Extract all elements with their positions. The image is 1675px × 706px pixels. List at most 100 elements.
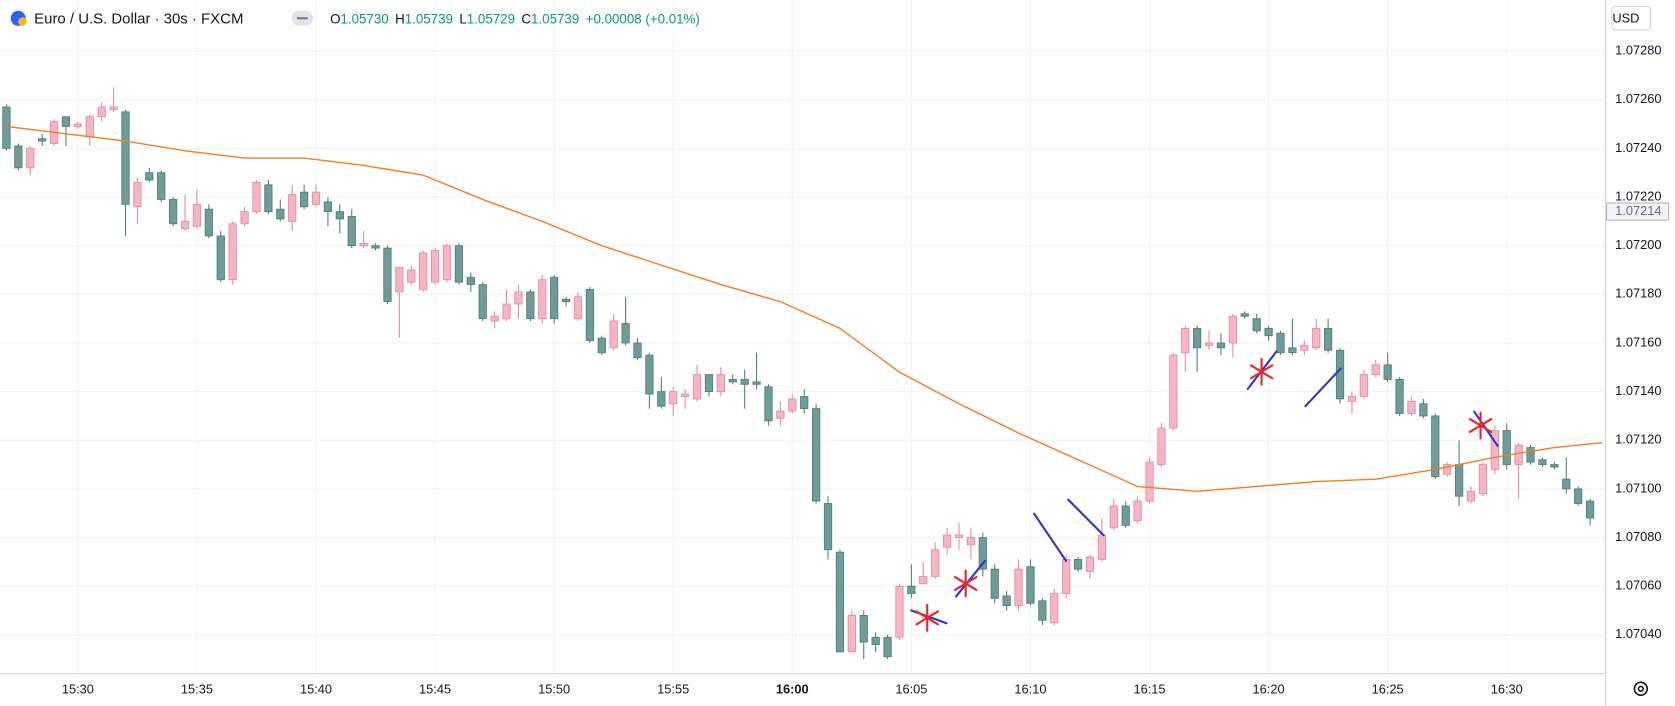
- y-tick-label: 1.07080: [1615, 529, 1661, 544]
- candle-body: [895, 585, 904, 638]
- x-tick-label: 15:50: [538, 681, 570, 696]
- candle-body: [299, 191, 309, 208]
- candle-body: [1228, 315, 1237, 344]
- candle-body: [478, 284, 487, 320]
- candle-body: [359, 242, 368, 247]
- candle-body: [681, 393, 690, 397]
- y-tick-label: 1.07280: [1615, 42, 1661, 57]
- candle-body: [61, 116, 71, 127]
- ohlc-key: C: [521, 11, 531, 26]
- candle-body: [704, 374, 714, 393]
- candle-body: [1193, 327, 1202, 349]
- change: +0.00008 (+0.01%): [586, 11, 700, 26]
- candle-body: [180, 220, 190, 230]
- gear-outer: [1633, 681, 1649, 697]
- currency-button[interactable]: [1611, 5, 1651, 31]
- candle-body: [2, 106, 11, 149]
- candle-body: [931, 549, 940, 577]
- candle-body: [859, 614, 868, 643]
- candle-body: [871, 636, 880, 646]
- y-tick-label: 1.07260: [1615, 91, 1661, 106]
- candle-body: [133, 181, 142, 208]
- candle-body: [1204, 342, 1214, 346]
- candle-body: [597, 337, 606, 354]
- x-tick-label: 16:20: [1253, 681, 1285, 696]
- ohlc-value: 1.05729: [467, 11, 515, 26]
- gear-inner: [1637, 685, 1644, 692]
- candle-body: [669, 391, 678, 405]
- candle-body: [1335, 349, 1345, 400]
- candle-body: [954, 534, 964, 538]
- candle-body: [1288, 347, 1297, 354]
- candle-body: [788, 398, 797, 412]
- candle-body: [621, 323, 630, 344]
- candle-body: [323, 201, 333, 213]
- candle-body: [919, 576, 928, 585]
- ohlc-key: L: [459, 11, 466, 26]
- star-marker: [1249, 357, 1274, 386]
- candle-body: [1062, 559, 1071, 594]
- candle-body: [145, 172, 154, 181]
- candle-body: [609, 320, 618, 349]
- candle-body: [1347, 396, 1357, 402]
- candle-body: [502, 303, 511, 320]
- candle-body: [1538, 459, 1547, 466]
- ohlc-value: 1.05739: [531, 11, 579, 26]
- candle-body: [1169, 354, 1178, 429]
- y-tick-label: 1.07060: [1615, 578, 1661, 593]
- candle-body: [454, 245, 464, 283]
- symbol-title[interactable]: Euro / U.S. Dollar · 30s · FXCM: [34, 10, 243, 27]
- x-tick-label: 16:30: [1491, 681, 1523, 696]
- candle-body: [823, 503, 833, 551]
- candle-body: [1454, 464, 1464, 497]
- x-tick-label: 15:30: [62, 681, 94, 696]
- candle-body: [228, 223, 237, 281]
- candle-body: [1300, 344, 1309, 351]
- candle-body: [1550, 464, 1559, 468]
- candle-body: [407, 269, 416, 283]
- star-marker: [1468, 411, 1493, 440]
- ohlc-value: 1.05730: [340, 11, 388, 26]
- candle-body: [526, 291, 535, 320]
- candle-body: [26, 147, 35, 169]
- candle-body: [395, 267, 404, 293]
- candle-body: [1026, 566, 1035, 604]
- candle-body: [1050, 593, 1059, 624]
- candle-body: [585, 289, 595, 341]
- candle-body: [430, 250, 440, 283]
- candle-body: [835, 551, 845, 653]
- trend-line: [955, 559, 986, 598]
- candle-body: [192, 203, 202, 227]
- candle-body: [1562, 478, 1571, 490]
- candle-body: [1502, 430, 1511, 466]
- candle-body: [883, 636, 892, 658]
- y-tick-label: 1.07140: [1615, 383, 1661, 398]
- x-tick-label: 15:35: [181, 681, 213, 696]
- candle-body: [1371, 364, 1380, 376]
- candle-body: [204, 208, 213, 237]
- candle-body: [252, 181, 261, 213]
- candle-body: [490, 315, 499, 322]
- drawings: [910, 350, 1499, 632]
- currency-label: USD: [1612, 11, 1639, 26]
- candle-body: [121, 111, 130, 205]
- candle-body: [1514, 444, 1523, 466]
- candle-body: [752, 381, 761, 385]
- candle-body: [1109, 505, 1118, 529]
- candle-body: [907, 585, 916, 594]
- star-marker: [953, 569, 978, 598]
- candle-body: [538, 279, 547, 320]
- candle-body: [1276, 332, 1285, 354]
- candle-body: [1443, 464, 1452, 475]
- settings-icon[interactable]: [1633, 681, 1649, 697]
- candle-body: [157, 172, 166, 200]
- candle-body: [216, 235, 225, 281]
- candle-body: [776, 410, 785, 419]
- star-marker: [915, 603, 939, 632]
- x-tick-label: 16:25: [1372, 681, 1404, 696]
- symbol-icon-dot: [18, 17, 27, 26]
- candle-body: [1014, 568, 1023, 607]
- ohlc-key: H: [395, 11, 405, 26]
- y-tick-label: 1.07040: [1615, 626, 1661, 641]
- candle-body: [371, 245, 380, 249]
